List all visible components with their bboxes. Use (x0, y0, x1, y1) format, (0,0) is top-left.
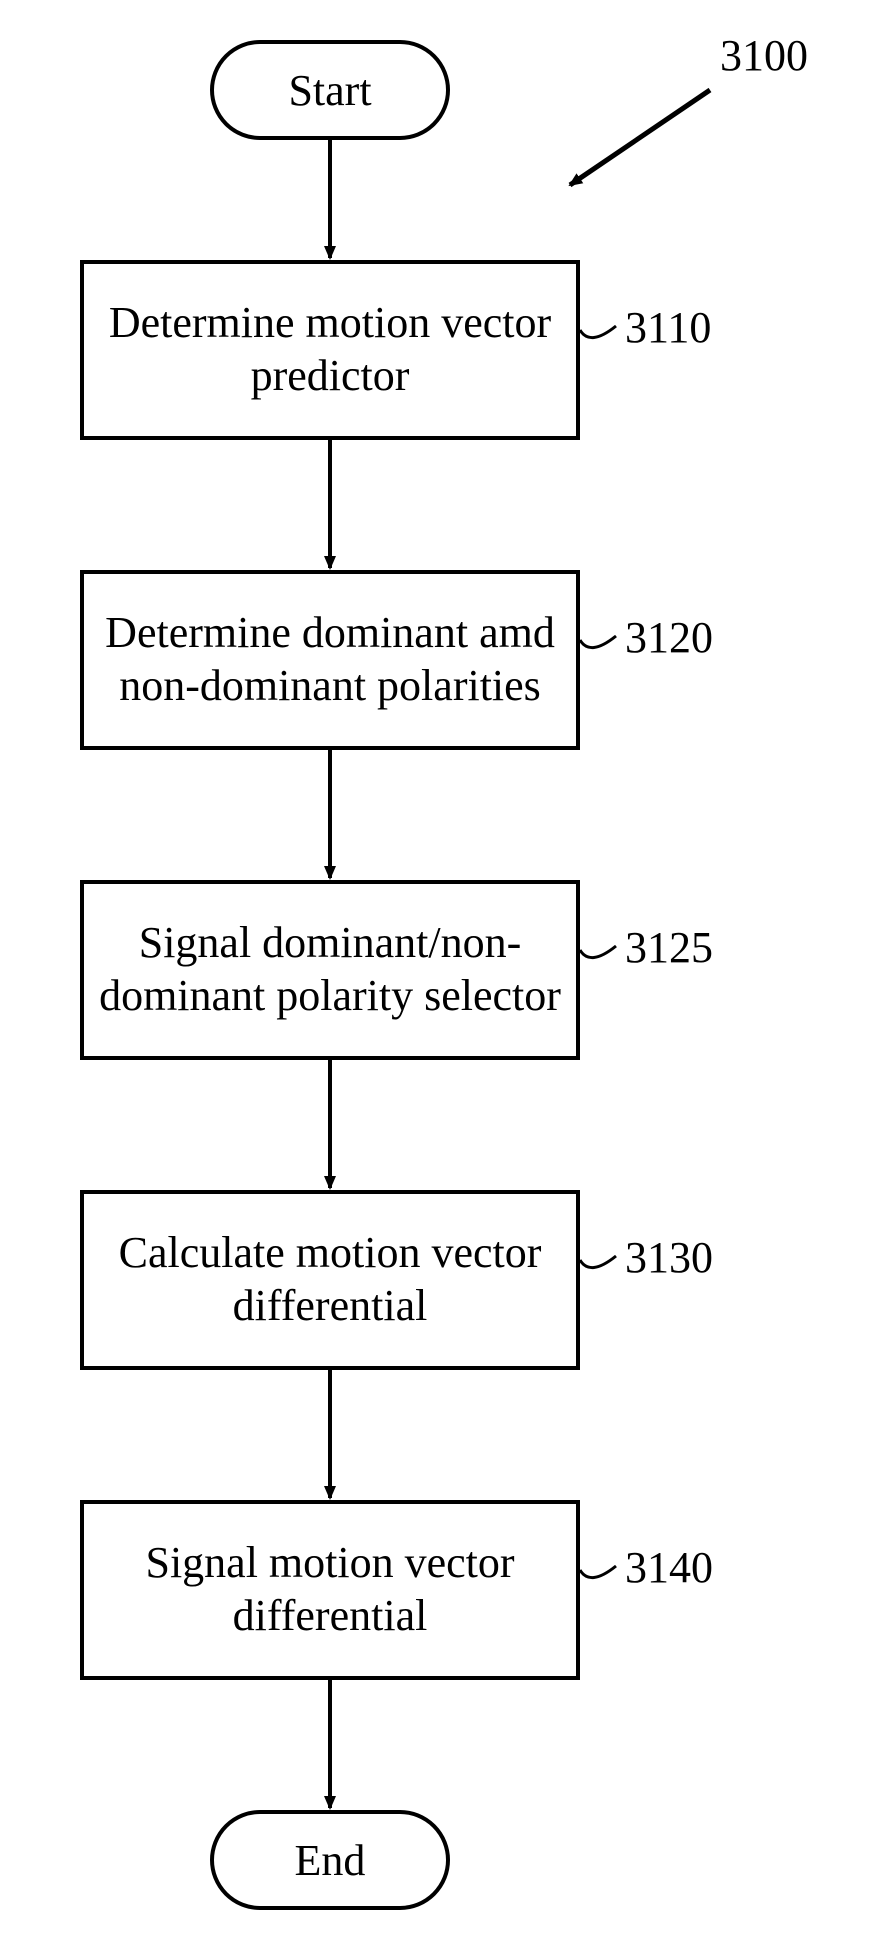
step-3110-label: 3110 (625, 302, 711, 353)
step-3140: Signal motion vector differential (80, 1500, 580, 1680)
flowchart-canvas: Start 3100 Determine motion vector predi… (0, 0, 886, 1954)
start-node: Start (210, 40, 450, 140)
step-3120: Determine dominant amd non-dominant pola… (80, 570, 580, 750)
step-3130-label: 3130 (625, 1232, 713, 1283)
reference-number: 3100 (720, 30, 808, 81)
start-label: Start (278, 65, 381, 116)
step-3125-label: 3125 (625, 922, 713, 973)
step-3130-text: Calculate motion vector differential (84, 1227, 576, 1333)
step-3125-tick (580, 942, 620, 972)
step-3130: Calculate motion vector differential (80, 1190, 580, 1370)
step-3120-text: Determine dominant amd non-dominant pola… (84, 607, 576, 713)
step-3120-tick (580, 632, 620, 662)
end-label: End (285, 1835, 376, 1886)
step-3110-tick (580, 322, 620, 352)
step-3125: Signal dominant/non-dominant polarity se… (80, 880, 580, 1060)
step-3125-text: Signal dominant/non-dominant polarity se… (84, 917, 576, 1023)
end-node: End (210, 1810, 450, 1910)
step-3140-tick (580, 1562, 620, 1592)
step-3120-label: 3120 (625, 612, 713, 663)
step-3140-text: Signal motion vector differential (84, 1537, 576, 1643)
step-3110: Determine motion vector predictor (80, 260, 580, 440)
step-3130-tick (580, 1252, 620, 1282)
step-3110-text: Determine motion vector predictor (84, 297, 576, 403)
step-3140-label: 3140 (625, 1542, 713, 1593)
